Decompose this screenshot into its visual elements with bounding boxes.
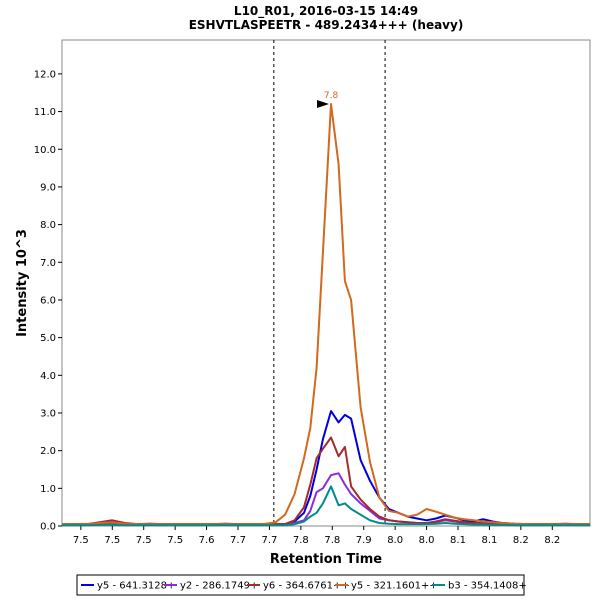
x-tick-label: 7.8 — [293, 535, 309, 546]
legend-entry: y2 - 286.1749+ — [180, 581, 258, 592]
legend-entry: y6 - 364.6761++ — [263, 581, 350, 592]
y-tick-label: 1.0 — [40, 484, 56, 495]
y-tick-label: 7.0 — [40, 258, 56, 269]
y-tick-label: 5.0 — [40, 333, 56, 344]
y-tick-label: 4.0 — [40, 371, 56, 382]
peak-label: 7.8 — [324, 91, 339, 101]
x-tick-label: 7.5 — [73, 535, 89, 546]
x-tick-label: 7.6 — [199, 535, 215, 546]
y-tick-label: 3.0 — [40, 408, 56, 419]
x-tick-label: 7.8 — [324, 535, 340, 546]
x-tick-label: 7.5 — [104, 535, 120, 546]
legend-entry: y5 - 321.1601++ — [351, 581, 438, 592]
x-tick-label: 8.2 — [544, 535, 560, 546]
series-line — [62, 485, 590, 527]
integration-bounds — [273, 40, 386, 526]
x-axis-ticks: 7.5 7.5 7.5 7.5 7.6 7.7 7.7 7.8 7.8 7.9 8.0 8.0 8.1 8… — [73, 526, 560, 546]
peak-marker-arrow — [317, 100, 330, 109]
series-lines — [62, 103, 590, 527]
legend-entry: b3 - 354.1408+ — [448, 581, 527, 592]
x-tick-label: 8.0 — [387, 535, 403, 546]
series-line — [62, 103, 590, 526]
plot-area: 0.0 1.0 2.0 3.0 4.0 5.0 6.0 7.0 8.0 9.0 10.0 11.0 12… — [34, 39, 591, 546]
y-tick-label: 11.0 — [34, 107, 56, 118]
x-tick-label: 7.9 — [356, 535, 372, 546]
x-tick-label: 8.2 — [513, 535, 529, 546]
y-axis-ticks: 0.0 1.0 2.0 3.0 4.0 5.0 6.0 7.0 8.0 9.0 10.0 11.0 12… — [34, 69, 62, 533]
y-tick-label: 8.0 — [40, 220, 56, 231]
peak-annotation: 7.8 — [317, 91, 339, 109]
x-tick-label: 7.7 — [261, 535, 277, 546]
x-tick-label: 8.1 — [450, 535, 466, 546]
x-tick-label: 8.1 — [481, 535, 497, 546]
y-tick-label: 10.0 — [34, 145, 56, 156]
y-tick-label: 9.0 — [40, 182, 56, 193]
chart-subtitle: ESHVTLASPEETR - 489.2434+++ (heavy) — [189, 18, 464, 32]
x-tick-label: 7.5 — [167, 535, 183, 546]
y-tick-label: 0.0 — [40, 522, 56, 533]
x-tick-label: 7.5 — [136, 535, 152, 546]
x-tick-label: 8.0 — [419, 535, 435, 546]
chart-title: L10_R01, 2016-03-15 14:49 — [234, 4, 418, 19]
y-tick-label: 12.0 — [34, 69, 56, 80]
y-tick-label: 6.0 — [40, 295, 56, 306]
x-tick-label: 7.7 — [230, 535, 246, 546]
plot-frame — [61, 39, 591, 527]
x-axis-label: Retention Time — [270, 552, 382, 567]
legend-box — [76, 574, 525, 596]
legend: y5 - 641.3128+ y2 - 286.1749+ y6 - 364.676… — [76, 574, 527, 596]
y-axis-label: Intensity 10^3 — [15, 229, 30, 337]
legend-entry: y5 - 641.3128+ — [97, 581, 175, 592]
y-tick-label: 2.0 — [40, 446, 56, 457]
legend-items: y5 - 641.3128+ y2 - 286.1749+ y6 - 364.676… — [81, 581, 527, 592]
